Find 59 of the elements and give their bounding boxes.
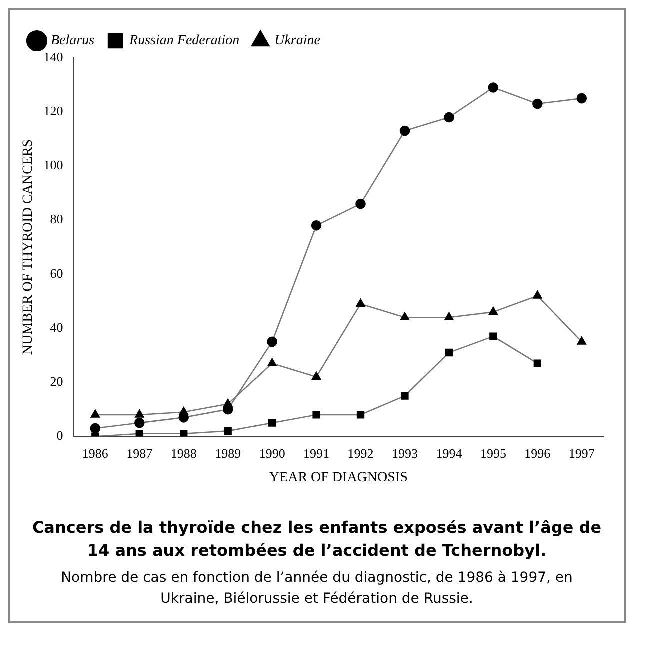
y-tick-label: 60: [50, 266, 64, 281]
point: [268, 358, 277, 366]
point: [534, 360, 542, 368]
point: [312, 372, 322, 380]
point: [311, 220, 322, 231]
y-tick-label: 0: [56, 428, 64, 444]
point: [400, 126, 410, 136]
x-tick-label: 1994: [436, 446, 463, 461]
point: [90, 410, 100, 418]
point: [134, 418, 145, 428]
point: [312, 411, 320, 419]
point: [488, 307, 498, 316]
x-tick-label: 1986: [82, 446, 109, 461]
text: Cancers de la thyroïde chez les enfants exposés avant l’âge de 14 ans aux retombées de l’accident de Tchernobyl.: [31, 517, 603, 562]
x-tick-label: 1997: [568, 446, 596, 461]
point: [532, 98, 543, 110]
x-tick-label: 1995: [480, 446, 506, 461]
x-tick-label: 1988: [170, 446, 197, 461]
x-tick-label: 1990: [259, 446, 286, 461]
point: [224, 399, 233, 408]
y-tick-label: 120: [44, 104, 64, 119]
y-axis-title: NUMBER OF THYROID CANCERS: [21, 139, 36, 356]
point: [401, 392, 409, 400]
point: [444, 112, 454, 123]
x-tick-label: 1989: [215, 446, 242, 461]
point: [135, 410, 144, 418]
legend-label: Russian Federation: [128, 34, 240, 49]
point: [400, 312, 410, 321]
y-tick-label: 140: [44, 49, 64, 64]
point: [533, 290, 542, 299]
y-tick-label: 100: [44, 158, 64, 173]
point: [180, 430, 188, 437]
y-tick-label: 80: [50, 212, 64, 227]
point: [136, 430, 144, 437]
point: [268, 419, 276, 427]
point: [488, 82, 499, 93]
point: [356, 198, 366, 210]
point: [356, 298, 366, 307]
x-tick-label: 1993: [392, 446, 418, 461]
y-tick-label: 20: [50, 374, 64, 389]
point: [356, 411, 365, 419]
x-tick-label: 1996: [524, 446, 552, 461]
y-tick-label: 40: [50, 320, 64, 335]
point: [490, 332, 498, 340]
legend-label: Belarus: [51, 34, 96, 49]
x-tick-label: 1987: [126, 446, 154, 461]
text: Nombre de cas en fonction de l’année du diagnostic, de 1986 à 1997, en Ukraine, Biélorussie et Fédération de Russie.: [60, 569, 574, 609]
point: [179, 407, 188, 416]
point: [267, 336, 278, 348]
point: [577, 336, 586, 345]
point: [444, 312, 454, 321]
x-axis-title: YEAR OF DIAGNOSIS: [269, 470, 408, 486]
x-tick-label: 1992: [348, 446, 374, 461]
point: [224, 427, 232, 436]
point: [576, 93, 588, 104]
x-tick-label: 1991: [304, 446, 330, 461]
legend-label: Ukraine: [274, 34, 320, 49]
point: [90, 423, 101, 434]
point: [445, 348, 454, 357]
